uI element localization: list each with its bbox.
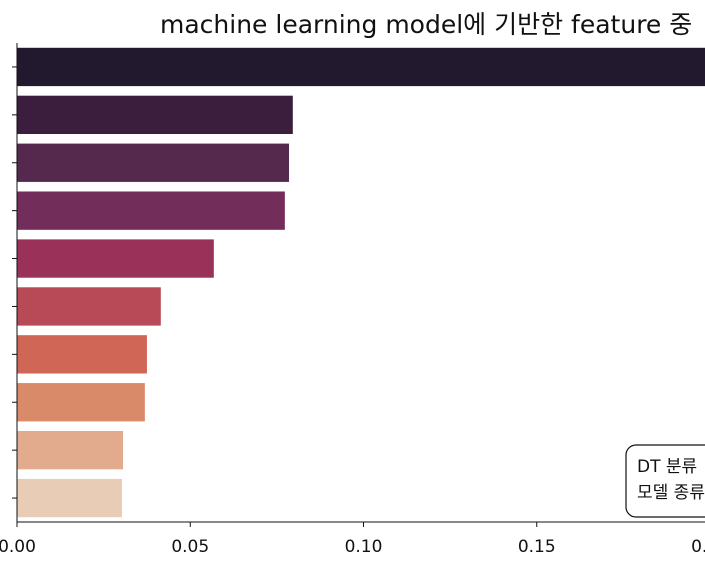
x-tick-label: 0.10 bbox=[345, 537, 383, 557]
bar bbox=[17, 430, 124, 470]
x-tick-label: 0.05 bbox=[171, 537, 209, 557]
annotation-box bbox=[625, 444, 705, 518]
chart-title: machine learning model에 기반한 feature 중 bbox=[160, 10, 692, 39]
x-tick-label: 0.00 bbox=[0, 537, 36, 557]
annotation-text: 모델 종류 bbox=[637, 483, 705, 503]
bar bbox=[17, 143, 290, 182]
x-tick-label: 0.15 bbox=[518, 537, 556, 557]
bar bbox=[17, 478, 122, 518]
x-tick-label: 0.20 bbox=[691, 537, 705, 557]
bar bbox=[17, 95, 293, 135]
bar bbox=[17, 383, 145, 422]
bar bbox=[17, 287, 161, 326]
bar bbox=[17, 191, 285, 230]
annotation-text: DT 분류 bbox=[637, 457, 697, 477]
bar bbox=[17, 47, 705, 87]
bar bbox=[17, 335, 147, 374]
bar bbox=[17, 239, 214, 278]
